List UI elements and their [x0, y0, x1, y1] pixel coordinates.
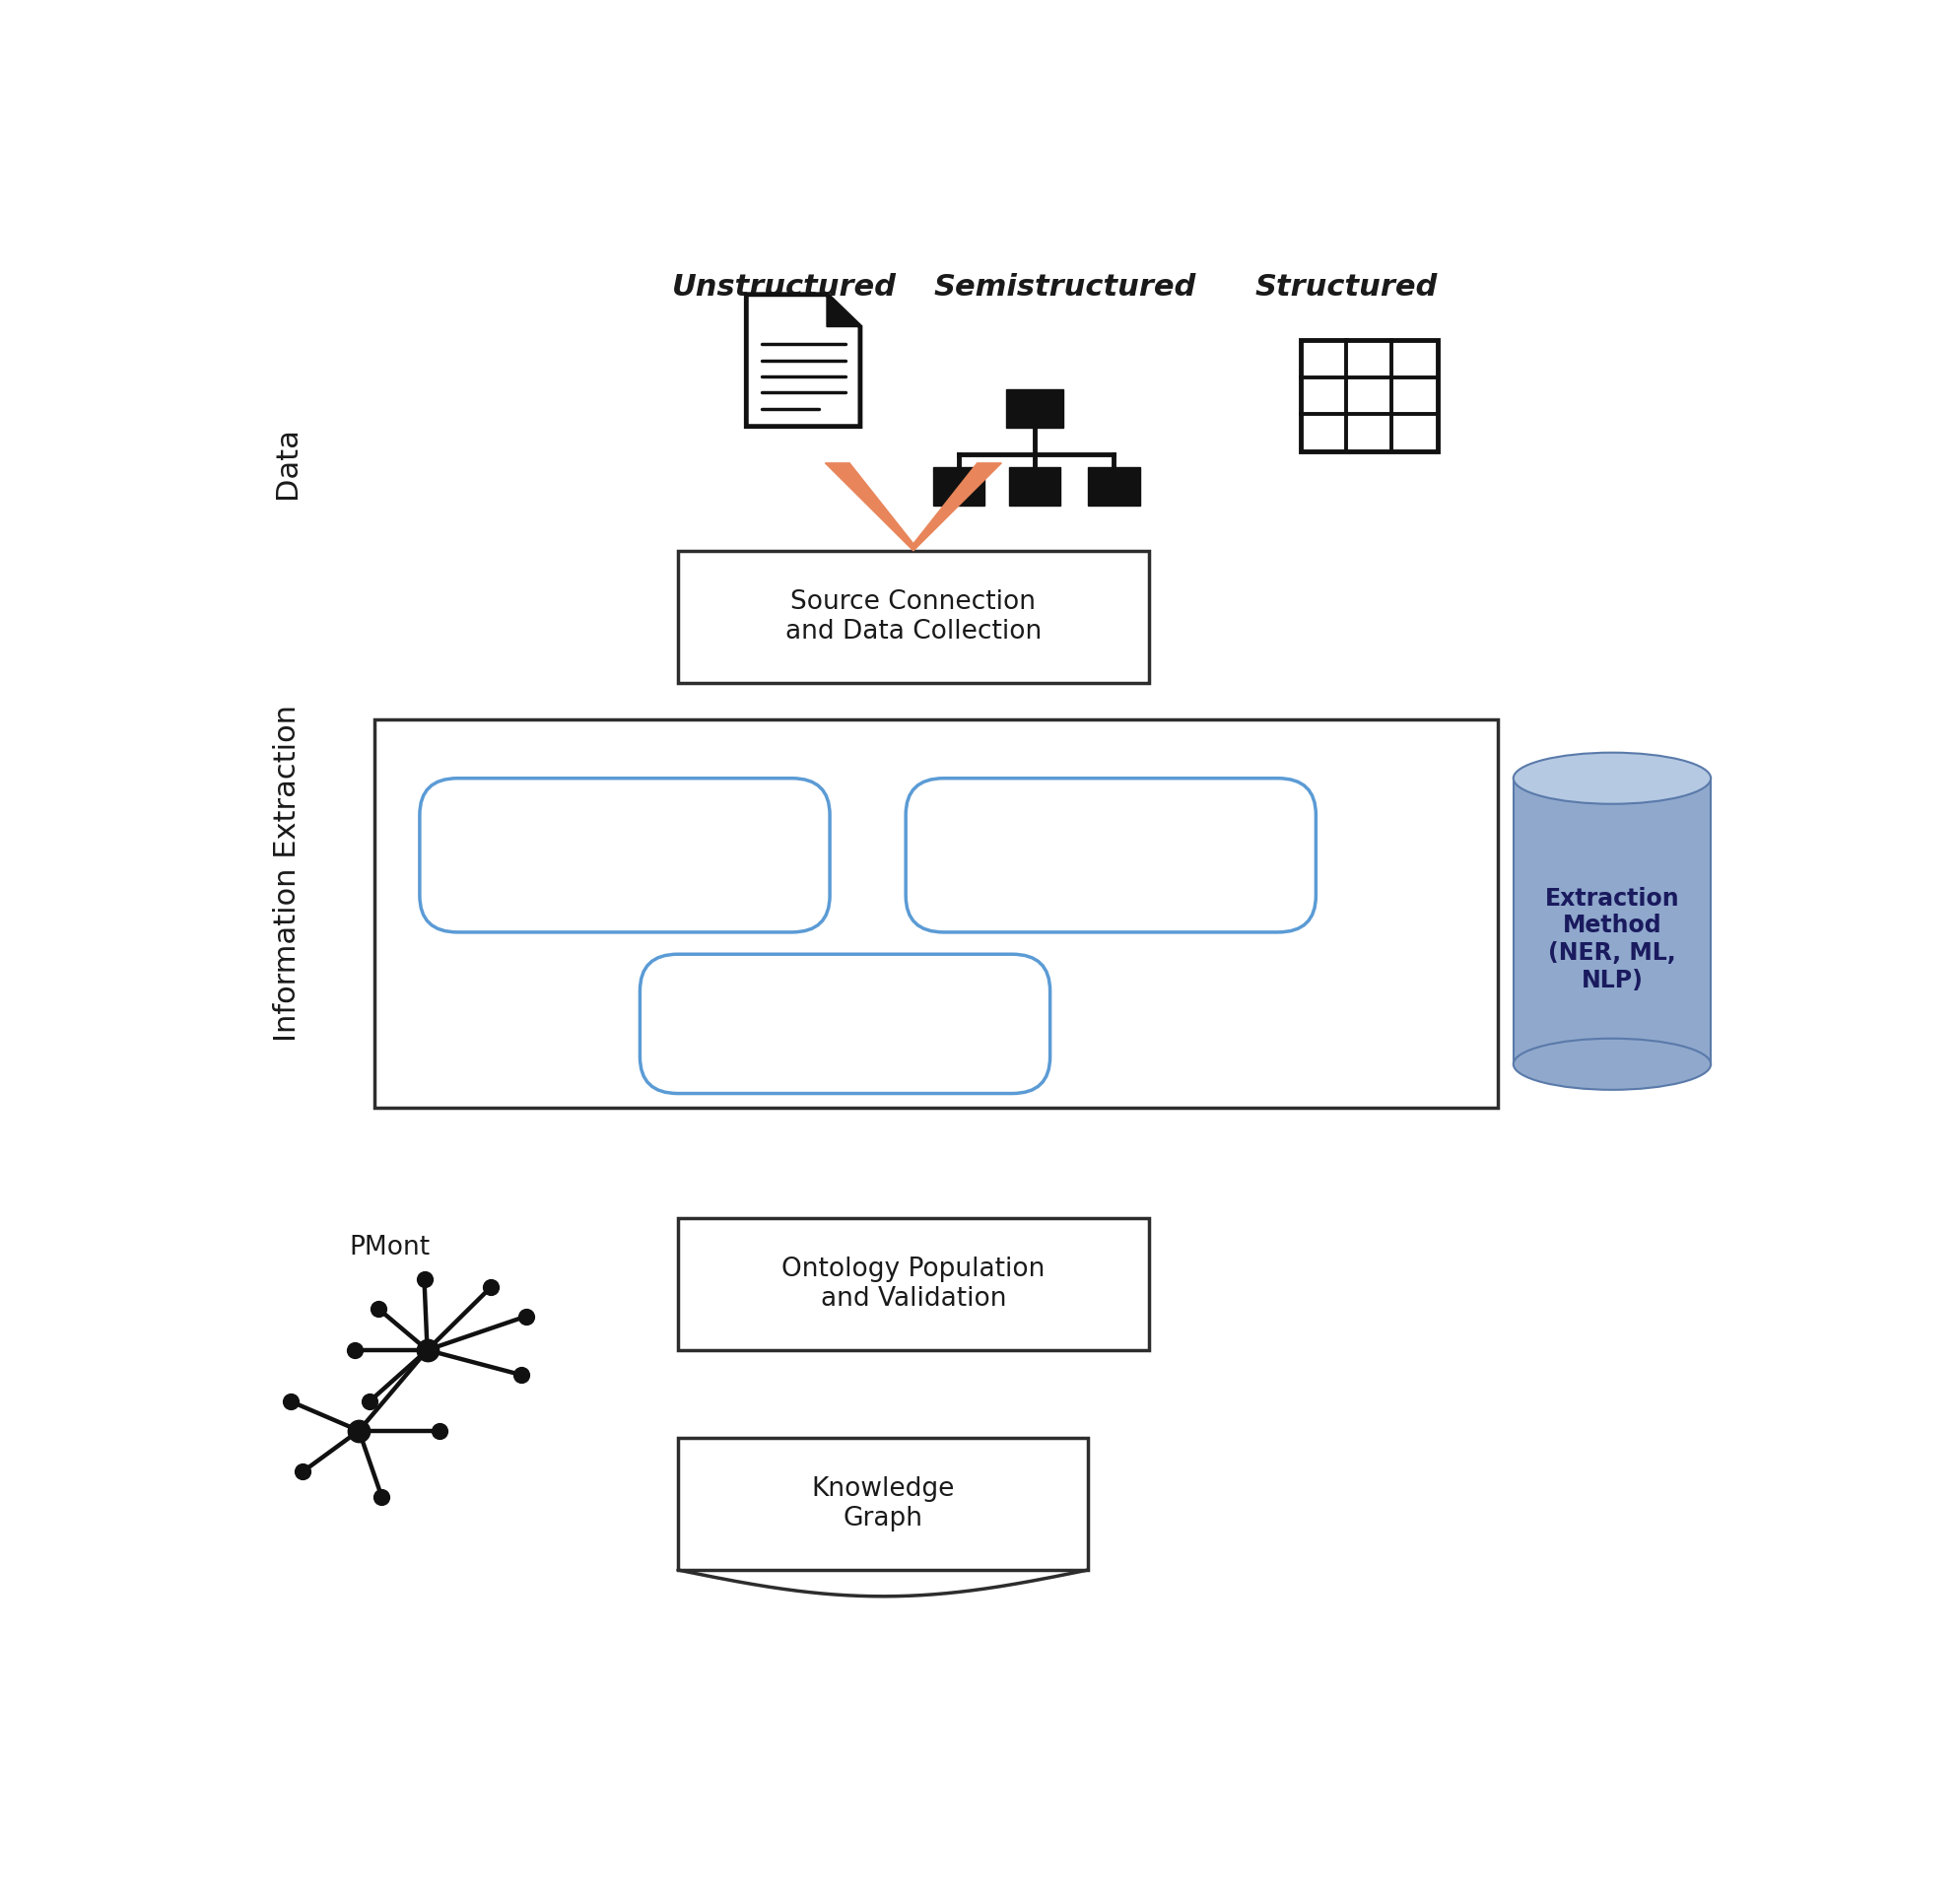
Text: Extraction
Method
(NER, ML,
NLP): Extraction Method (NER, ML, NLP) [1544, 887, 1680, 992]
FancyBboxPatch shape [1005, 390, 1064, 428]
Polygon shape [825, 463, 1002, 550]
Text: Source Connection
and Data Collection: Source Connection and Data Collection [786, 590, 1041, 645]
FancyBboxPatch shape [678, 550, 1149, 684]
Point [408, 1264, 439, 1295]
Text: Data: Data [272, 426, 302, 499]
Polygon shape [1513, 779, 1711, 1064]
Text: Knowledge
Graph: Knowledge Graph [811, 1476, 955, 1531]
Point [412, 1335, 443, 1365]
Text: Instances
Extraction: Instances Extraction [778, 996, 911, 1051]
Text: Entities Detection: Entities Detection [508, 842, 741, 868]
Polygon shape [747, 295, 860, 426]
FancyBboxPatch shape [419, 779, 829, 933]
Point [367, 1481, 398, 1512]
Text: Information Extraction: Information Extraction [272, 704, 302, 1041]
Text: Ontology Population
and Validation: Ontology Population and Validation [782, 1257, 1045, 1312]
Text: PMont: PMont [349, 1234, 429, 1260]
FancyBboxPatch shape [1301, 341, 1437, 451]
Point [506, 1359, 537, 1390]
FancyBboxPatch shape [906, 779, 1315, 933]
FancyBboxPatch shape [1009, 468, 1060, 506]
Point [363, 1293, 394, 1323]
Point [476, 1272, 508, 1302]
FancyBboxPatch shape [678, 1438, 1088, 1571]
Point [343, 1415, 374, 1445]
Text: Unstructured: Unstructured [672, 272, 896, 301]
Point [510, 1300, 541, 1331]
Point [339, 1335, 370, 1365]
Point [286, 1457, 318, 1487]
Point [355, 1386, 386, 1417]
Point [423, 1415, 455, 1445]
FancyBboxPatch shape [374, 720, 1497, 1108]
Text: Structured: Structured [1254, 272, 1437, 301]
FancyBboxPatch shape [678, 1219, 1149, 1350]
Ellipse shape [1513, 752, 1711, 803]
Point [274, 1386, 306, 1417]
Text: Semistructured: Semistructured [935, 272, 1196, 301]
FancyBboxPatch shape [1088, 468, 1139, 506]
Polygon shape [827, 295, 860, 327]
Text: Relations Detection: Relations Detection [984, 842, 1239, 868]
FancyBboxPatch shape [639, 954, 1051, 1093]
FancyBboxPatch shape [933, 468, 984, 506]
Ellipse shape [1513, 1038, 1711, 1089]
